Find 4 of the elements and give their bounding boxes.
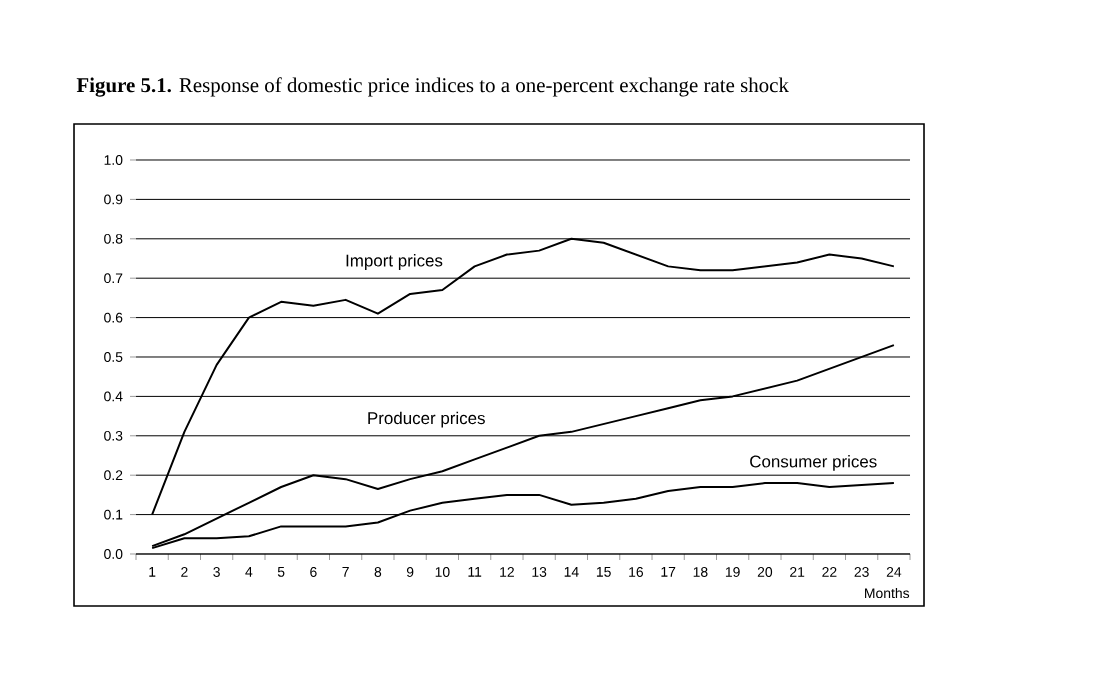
chart-title: Figure 5.1. Response of domestic price indices to a one-percent exchange rate shock bbox=[76, 77, 789, 97]
series-label: Import prices bbox=[346, 254, 443, 270]
series-label: Consumer prices bbox=[750, 455, 877, 471]
series-label: Producer prices bbox=[368, 411, 485, 428]
